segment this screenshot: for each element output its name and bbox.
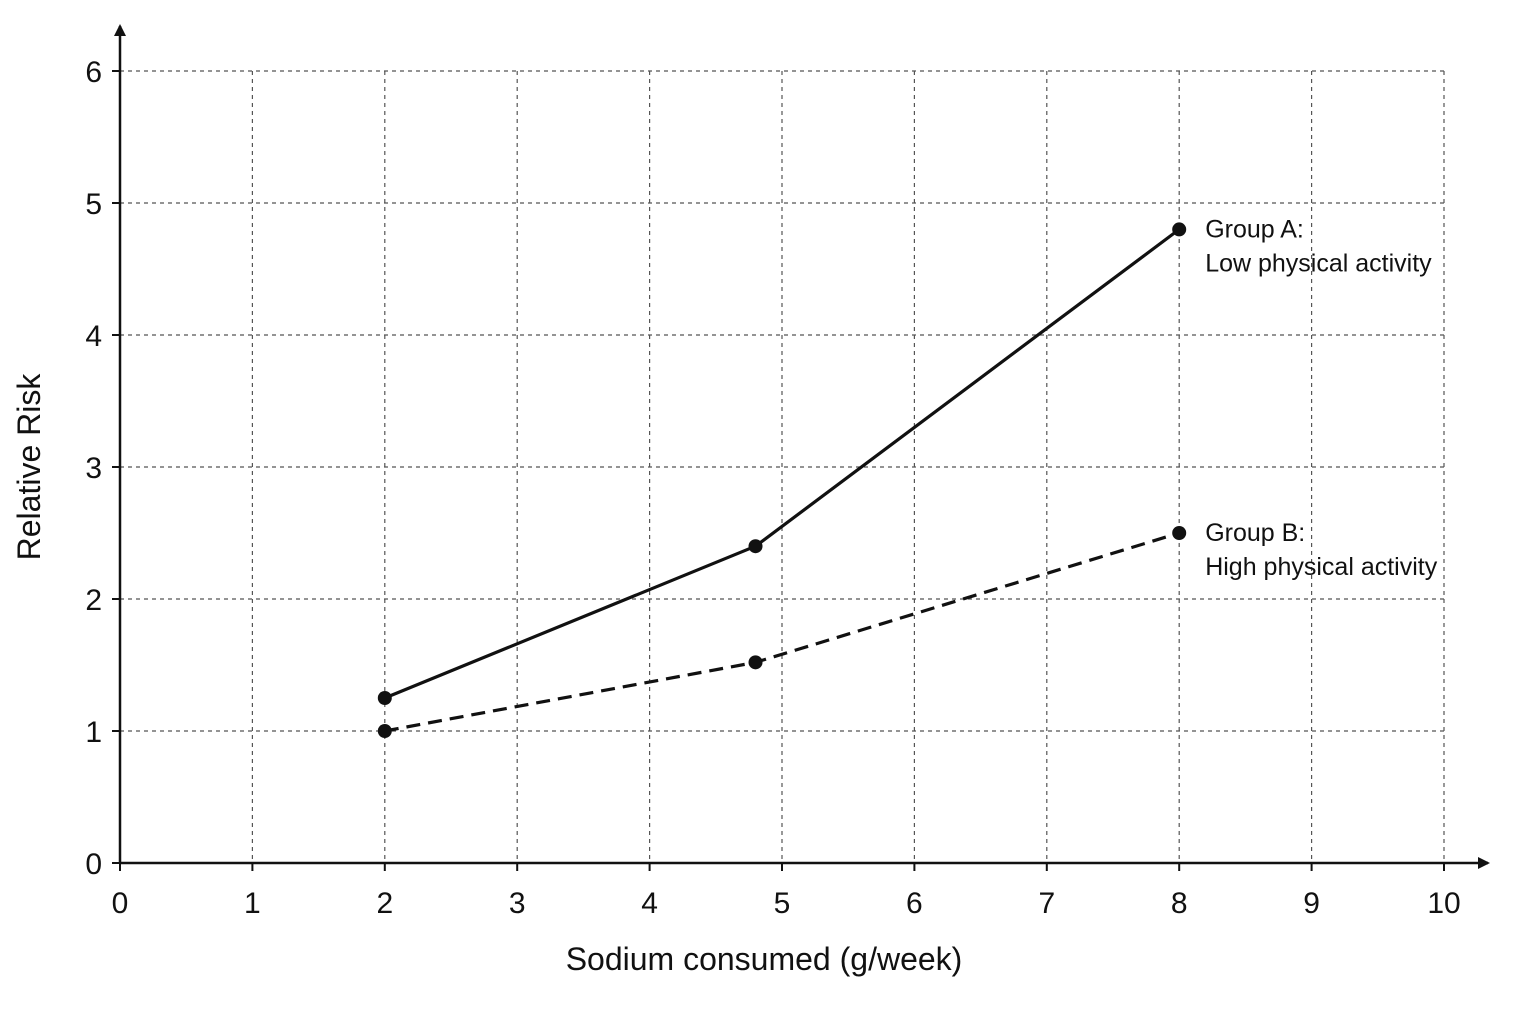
y-tick-label-1: 1 (85, 716, 102, 749)
tick-labels: 0 1 2 3 4 5 6 7 8 9 10 0 1 2 3 4 5 6 (85, 56, 1460, 920)
x-tick-label-1: 1 (244, 887, 261, 920)
x-tick-label-8: 8 (1171, 887, 1188, 920)
x-axis-title: Sodium consumed (g/week) (566, 941, 963, 977)
y-tick-label-6: 6 (85, 56, 102, 89)
x-tick-label-6: 6 (906, 887, 923, 920)
y-tick-label-4: 4 (85, 320, 102, 353)
data-point-group-a-2 (1172, 222, 1187, 237)
data-point-group-b-0 (377, 724, 392, 738)
y-tick-label-2: 2 (85, 584, 102, 617)
data-point-group-b-1 (748, 655, 763, 670)
y-axis-title: Relative Risk (11, 373, 47, 561)
series-label-group-b-title: Group B: (1205, 519, 1305, 547)
x-tick-label-2: 2 (376, 887, 393, 920)
x-tick-label-9: 9 (1303, 887, 1320, 920)
x-tick-label-7: 7 (1038, 887, 1055, 920)
series-labels: Group A: Low physical activity Group B: Hig… (1205, 215, 1438, 581)
x-tick-label-10: 10 (1427, 887, 1460, 920)
y-tick-label-0: 0 (85, 848, 102, 881)
data-point-group-a-1 (748, 539, 763, 554)
series-label-group-b-desc: High physical activity (1205, 553, 1438, 581)
x-tick-label-0: 0 (112, 887, 129, 920)
series-label-group-a-title: Group A: (1205, 215, 1304, 243)
series-lines (377, 222, 1187, 738)
data-point-group-b-2 (1172, 526, 1187, 540)
series-label-group-a-desc: Low physical activity (1205, 249, 1432, 277)
x-tick-label-3: 3 (509, 887, 526, 920)
x-tick-label-4: 4 (641, 887, 658, 920)
x-tick-label-5: 5 (774, 887, 791, 920)
y-tick-label-3: 3 (85, 452, 102, 485)
grid (120, 70, 1445, 863)
y-tick-label-5: 5 (85, 188, 102, 221)
data-point-group-a-0 (377, 691, 392, 705)
axes (112, 24, 1490, 871)
